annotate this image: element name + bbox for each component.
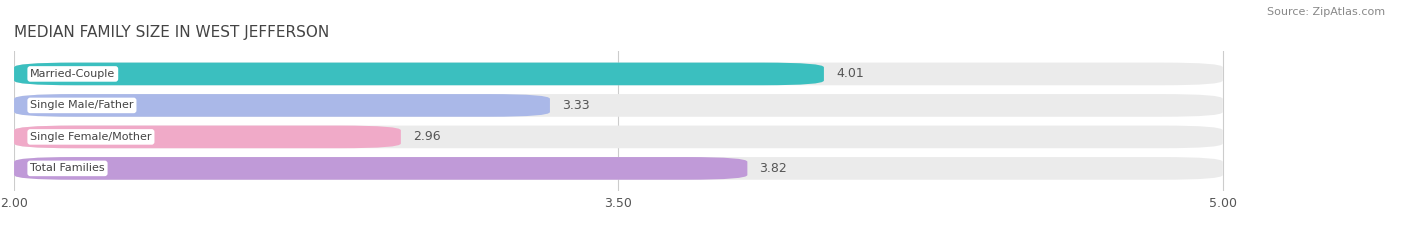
FancyBboxPatch shape [14,63,824,85]
Text: Total Families: Total Families [30,163,105,173]
FancyBboxPatch shape [14,157,748,180]
FancyBboxPatch shape [14,63,1223,85]
FancyBboxPatch shape [14,94,550,117]
Text: 2.96: 2.96 [413,130,440,143]
Text: Single Female/Mother: Single Female/Mother [30,132,152,142]
Text: Source: ZipAtlas.com: Source: ZipAtlas.com [1267,7,1385,17]
Text: Single Male/Father: Single Male/Father [30,100,134,110]
Text: 3.82: 3.82 [759,162,787,175]
Text: 3.33: 3.33 [562,99,589,112]
FancyBboxPatch shape [14,94,1223,117]
FancyBboxPatch shape [14,126,1223,148]
Text: Married-Couple: Married-Couple [30,69,115,79]
FancyBboxPatch shape [14,126,401,148]
Text: 4.01: 4.01 [837,67,863,80]
Text: MEDIAN FAMILY SIZE IN WEST JEFFERSON: MEDIAN FAMILY SIZE IN WEST JEFFERSON [14,25,329,40]
FancyBboxPatch shape [14,157,1223,180]
